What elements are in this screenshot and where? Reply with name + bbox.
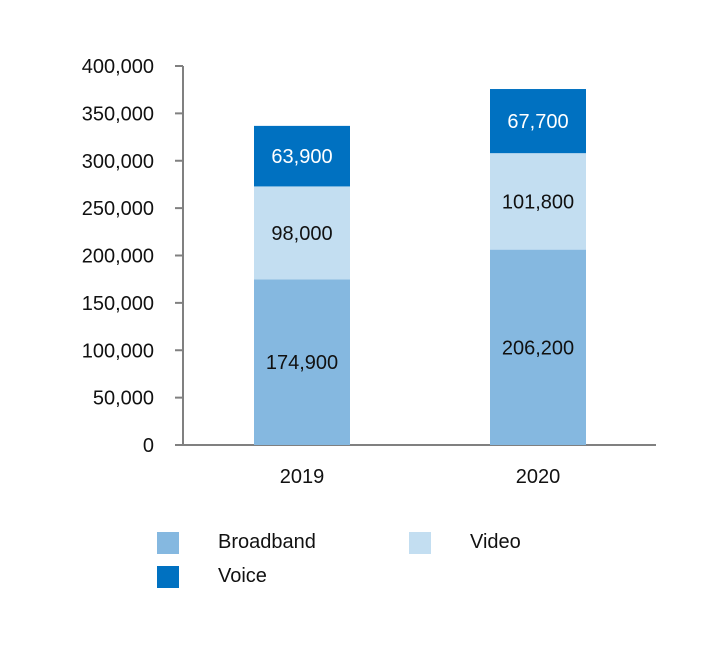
legend-item-video: Video bbox=[409, 531, 521, 554]
bar-segment-broadband-2019 bbox=[254, 279, 350, 445]
bar-segment-video-2019 bbox=[254, 186, 350, 280]
data-label-broadband-2020: 206,200 bbox=[502, 337, 574, 359]
bars bbox=[254, 89, 586, 445]
bar-segment-broadband-2020 bbox=[490, 249, 586, 445]
y-tick-label: 200,000 bbox=[82, 246, 154, 268]
data-label-video-2020: 101,800 bbox=[502, 191, 574, 213]
x-tick-label: 2019 bbox=[280, 466, 325, 488]
y-tick-label: 50,000 bbox=[93, 388, 154, 410]
legend-label-voice: Voice bbox=[218, 565, 267, 587]
legend-item-broadband: Broadband bbox=[157, 531, 316, 554]
y-tick-label: 400,000 bbox=[82, 56, 154, 78]
y-tick-label: 100,000 bbox=[82, 340, 154, 362]
legend-item-voice: Voice bbox=[157, 565, 267, 588]
y-tick-label: 150,000 bbox=[82, 293, 154, 315]
legend-swatch-video bbox=[409, 531, 431, 554]
bar-segment-video-2020 bbox=[490, 153, 586, 250]
data-label-video-2019: 98,000 bbox=[271, 223, 332, 245]
bar-segment-voice-2019 bbox=[254, 125, 350, 187]
bar-data-labels: 174,900 98,000 63,900 206,200 101,800 67,700 bbox=[266, 111, 574, 374]
data-label-broadband-2019: 174,900 bbox=[266, 352, 338, 374]
y-axis: 0 50,000 100,000 150,000 200,000 250,000 300,0… bbox=[82, 56, 184, 457]
legend-label-broadband: Broadband bbox=[218, 531, 316, 553]
y-tick-label: 250,000 bbox=[82, 198, 154, 220]
x-axis: 2019 2020 bbox=[183, 444, 656, 488]
legend-swatch-broadband bbox=[157, 531, 179, 554]
bar-segment-voice-2020 bbox=[490, 89, 586, 154]
data-label-voice-2019: 63,900 bbox=[271, 146, 332, 168]
y-tick-label: 350,000 bbox=[82, 103, 154, 125]
legend-swatch-voice bbox=[157, 565, 179, 588]
y-tick-label: 0 bbox=[143, 435, 154, 457]
x-tick-label: 2020 bbox=[516, 466, 561, 488]
legend-label-video: Video bbox=[470, 531, 521, 553]
data-label-voice-2020: 67,700 bbox=[507, 111, 568, 133]
y-tick-label: 300,000 bbox=[82, 151, 154, 173]
